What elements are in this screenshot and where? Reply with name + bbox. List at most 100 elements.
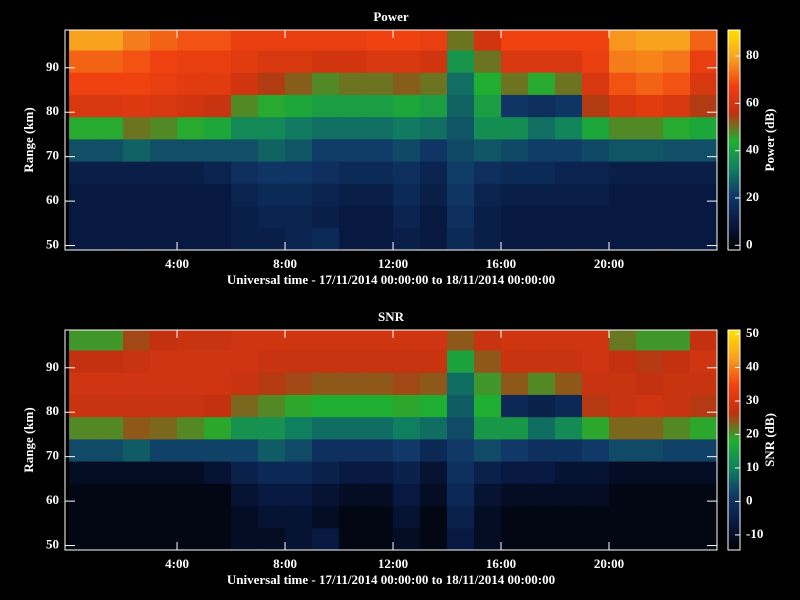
y-tick-label: 60 (46, 192, 59, 207)
colorbar-step (728, 110, 740, 113)
heatmap-cell (501, 350, 529, 373)
heatmap-cell (690, 138, 717, 162)
colorbar-step (728, 170, 740, 173)
heatmap-cell (636, 161, 664, 184)
heatmap-cell (339, 416, 367, 440)
heatmap-cell (366, 94, 394, 118)
heatmap-cell (528, 461, 556, 484)
heatmap-cell (420, 505, 448, 529)
heatmap-cell (258, 161, 286, 184)
heatmap-cell (582, 372, 610, 395)
heatmap-cell (123, 183, 151, 207)
colorbar-step (728, 506, 740, 509)
heatmap-cell (663, 116, 691, 140)
x-tick-label: 16:00 (486, 256, 516, 271)
colorbar-step (728, 428, 740, 431)
heatmap-cell (339, 94, 367, 118)
colorbar-step (728, 348, 740, 351)
colorbar-step (728, 30, 740, 33)
heatmap-cell (96, 205, 124, 229)
heatmap-cell (204, 372, 232, 395)
colorbar-step (728, 492, 740, 495)
colorbar-step (728, 120, 740, 123)
heatmap-cell (636, 394, 664, 418)
colorbar-step (728, 520, 740, 523)
heatmap-cell (609, 116, 637, 140)
colorbar-step (728, 454, 740, 457)
colorbar-step (728, 402, 740, 405)
heatmap-cell (636, 94, 664, 118)
heatmap-cell (312, 72, 340, 95)
heatmap-cell (420, 416, 448, 440)
y-tick-label: 60 (46, 492, 59, 507)
colorbar-step (728, 152, 740, 155)
colorbar-step (728, 220, 740, 223)
heatmap-cell (258, 116, 286, 140)
heatmap-cell (231, 483, 259, 507)
heatmap-cell (420, 30, 448, 51)
colorbar-tick-label: 20 (746, 425, 759, 440)
colorbar-step (728, 522, 740, 525)
colorbar-step (728, 160, 740, 163)
heatmap-cell (150, 483, 178, 507)
colorbar-tick-label: 30 (746, 392, 759, 407)
colorbar-step (728, 98, 740, 101)
colorbar-step (728, 176, 740, 179)
heatmap-cell (123, 227, 151, 250)
colorbar-step (728, 168, 740, 171)
heatmap-cell (366, 30, 394, 51)
heatmap-cell (366, 50, 394, 73)
colorbar-step (728, 490, 740, 493)
heatmap-cell (528, 161, 556, 184)
heatmap-cell (501, 483, 529, 507)
heatmap-cell (690, 330, 717, 351)
colorbar-step (728, 78, 740, 81)
colorbar-step (728, 76, 740, 79)
heatmap-cell (312, 461, 340, 484)
heatmap-cell (528, 94, 556, 118)
colorbar-step (728, 516, 740, 519)
colorbar-step (728, 52, 740, 55)
heatmap-cell (285, 161, 313, 184)
heatmap-cell (663, 227, 691, 250)
colorbar-step (728, 536, 740, 539)
colorbar-step (728, 350, 740, 353)
heatmap-cell (150, 161, 178, 184)
colorbar-step (728, 332, 740, 335)
heatmap-cell (366, 416, 394, 440)
heatmap-cell (501, 416, 529, 440)
colorbar-step (728, 100, 740, 103)
heatmap-cell (690, 505, 717, 529)
heatmap-cell (501, 461, 529, 484)
colorbar-step (728, 410, 740, 413)
heatmap-cell (231, 116, 259, 140)
heatmap-cell (150, 350, 178, 373)
colorbar-step (728, 184, 740, 187)
heatmap-cell (528, 227, 556, 250)
heatmap-cell (204, 161, 232, 184)
heatmap-cell (636, 527, 664, 550)
colorbar-step (728, 458, 740, 461)
colorbar-step (728, 430, 740, 433)
heatmap-cell (312, 372, 340, 395)
heatmap-cell (258, 394, 286, 418)
heatmap-cell (636, 227, 664, 250)
colorbar-tick-label: 60 (746, 94, 759, 109)
heatmap-cell (177, 505, 205, 529)
colorbar-step (728, 484, 740, 487)
colorbar-step (728, 512, 740, 515)
heatmap-cell (663, 438, 691, 462)
colorbar-step (728, 46, 740, 49)
heatmap-cell (96, 227, 124, 250)
heatmap-cell (204, 50, 232, 73)
heatmap-cell (393, 438, 421, 462)
colorbar-step (728, 446, 740, 449)
colorbar-step (728, 370, 740, 373)
heatmap-cell (177, 227, 205, 250)
heatmap-cell (285, 330, 313, 351)
heatmap-cell (609, 505, 637, 529)
heatmap-cell (177, 394, 205, 418)
colorbar-step (728, 390, 740, 393)
x-tick-label: 12:00 (378, 256, 408, 271)
heatmap-cell (420, 205, 448, 229)
